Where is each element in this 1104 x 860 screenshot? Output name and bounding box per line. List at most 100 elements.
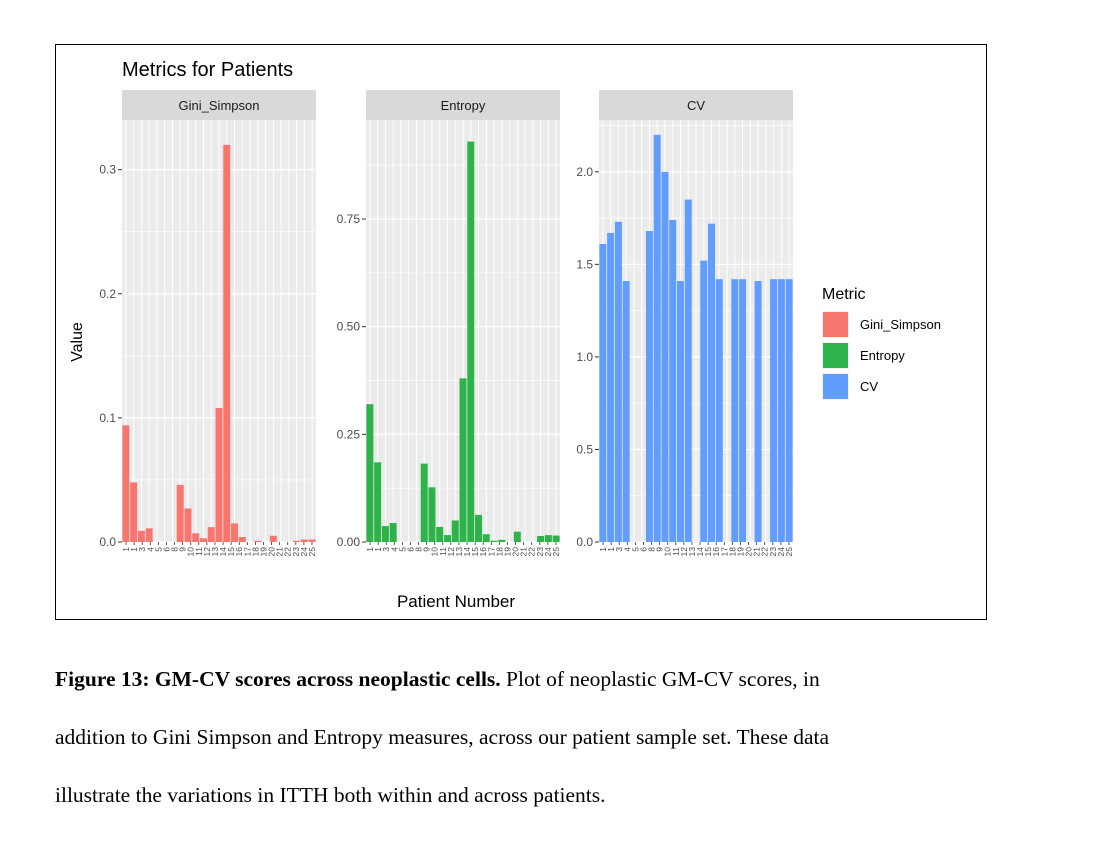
figure-caption: Figure 13: GM-CV scores across neoplasti… <box>55 664 1055 838</box>
facet-gini-simpson: Gini_Simpson0.00.10.20.31134568910111213… <box>99 90 317 556</box>
x-tick-label: 10 <box>663 547 673 557</box>
bar-gini-simpson-3 <box>137 530 145 542</box>
x-tick-label: 23 <box>291 547 301 557</box>
y-tick-label: 0.1 <box>99 411 116 425</box>
x-tick-label: 13 <box>210 547 220 557</box>
x-tick-label: 10 <box>186 547 196 557</box>
bar-cv-21 <box>754 281 762 542</box>
bar-gini-simpson-12 <box>207 527 215 542</box>
x-tick-label: 19 <box>258 547 268 557</box>
x-tick-label: 6 <box>161 547 171 552</box>
x-tick-label: 14 <box>695 547 705 557</box>
y-tick-label: 0.2 <box>99 287 116 301</box>
x-tick-label: 19 <box>735 547 745 557</box>
facet-cv: CV0.00.51.01.52.011345689101112131415161… <box>576 90 794 556</box>
legend-swatch <box>823 343 848 368</box>
bar-entropy-17 <box>490 540 498 542</box>
x-tick-label: 18 <box>727 547 737 557</box>
facet-strip <box>122 90 316 120</box>
x-tick-label: 5 <box>153 547 163 552</box>
x-tick-label: 5 <box>630 547 640 552</box>
y-tick-label: 0.00 <box>337 535 361 549</box>
x-tick-label: 24 <box>776 547 786 557</box>
bar-gini-simpson-20 <box>269 535 277 542</box>
x-tick-label: 12 <box>202 547 212 557</box>
x-tick-label: 21 <box>752 547 762 557</box>
figure-frame: Metrics for Patients Value Patient Numbe… <box>55 44 987 620</box>
x-tick-label: 1 <box>606 547 616 552</box>
legend: Metric Gini_Simpson Entropy CV <box>822 286 941 400</box>
x-tick-label: 20 <box>744 547 754 557</box>
x-tick-label: 22 <box>283 547 293 557</box>
bar-cv-25 <box>785 279 793 542</box>
x-tick-label: 17 <box>486 547 496 557</box>
caption-lead: Figure 13: GM-CV scores across neoplasti… <box>55 667 501 691</box>
x-tick-label: 13 <box>687 547 697 557</box>
facet-strip-label: CV <box>687 98 705 113</box>
x-tick-label: 22 <box>527 547 537 557</box>
x-tick-label: 20 <box>267 547 277 557</box>
legend-items: Gini_Simpson Entropy CV <box>822 311 941 400</box>
y-tick-label: 0.3 <box>99 163 116 177</box>
x-tick-label: 17 <box>719 547 729 557</box>
x-tick-label: 9 <box>178 547 188 552</box>
caption-line-1: Figure 13: GM-CV scores across neoplasti… <box>55 664 1055 694</box>
x-tick-label: 4 <box>622 547 632 552</box>
x-tick-label: 24 <box>543 547 553 557</box>
bar-cv-10 <box>669 219 677 542</box>
bar-cv-9 <box>661 171 669 542</box>
x-tick-label: 23 <box>535 547 545 557</box>
bar-entropy-18 <box>498 539 506 542</box>
bar-cv-7 <box>645 231 653 543</box>
bar-gini-simpson-23 <box>293 540 301 542</box>
bar-entropy-3 <box>381 526 389 542</box>
x-tick-label: 23 <box>768 547 778 557</box>
x-tick-label: 25 <box>784 547 794 557</box>
x-tick-label: 1 <box>121 547 131 552</box>
x-tick-label: 5 <box>397 547 407 552</box>
x-tick-label: 3 <box>381 547 391 552</box>
bar-entropy-9 <box>428 487 436 542</box>
x-tick-label: 15 <box>470 547 480 557</box>
legend-label: Entropy <box>860 348 905 363</box>
bar-gini-simpson-2 <box>130 482 138 542</box>
x-tick-label: 16 <box>478 547 488 557</box>
bar-gini-simpson-9 <box>184 508 192 542</box>
bar-cv-8 <box>653 134 661 542</box>
bar-cv-19 <box>739 279 747 542</box>
x-tick-label: 6 <box>405 547 415 552</box>
bar-gini-simpson-10 <box>192 533 200 542</box>
bar-entropy-20 <box>513 531 521 542</box>
x-tick-label: 1 <box>129 547 139 552</box>
bar-entropy-16 <box>482 534 490 542</box>
x-tick-label: 8 <box>414 547 424 552</box>
y-tick-label: 0.0 <box>576 535 593 549</box>
x-tick-label: 3 <box>137 547 147 552</box>
y-tick-label: 1.0 <box>576 350 593 364</box>
x-tick-label: 16 <box>711 547 721 557</box>
bar-gini-simpson-14 <box>223 144 231 542</box>
bar-entropy-8 <box>420 463 428 542</box>
x-tick-label: 1 <box>373 547 383 552</box>
x-axis-title: Patient Number <box>397 592 515 611</box>
x-tick-label: 8 <box>647 547 657 552</box>
facet-strip-label: Gini_Simpson <box>179 98 260 113</box>
x-tick-label: 9 <box>422 547 432 552</box>
facet-strip <box>599 90 793 120</box>
bar-entropy-14 <box>467 141 475 542</box>
x-tick-label: 19 <box>502 547 512 557</box>
facet-panels: Gini_Simpson0.00.10.20.31134568910111213… <box>99 90 794 556</box>
bar-entropy-11 <box>443 535 451 542</box>
x-tick-label: 12 <box>679 547 689 557</box>
bar-cv-18 <box>731 279 739 542</box>
y-axis-title: Value <box>69 322 86 362</box>
bar-cv-24 <box>777 279 785 542</box>
x-tick-label: 6 <box>638 547 648 552</box>
bar-cv-14 <box>700 260 708 542</box>
bar-gini-simpson-16 <box>238 537 246 542</box>
bar-entropy-12 <box>451 520 459 542</box>
x-tick-label: 1 <box>365 547 375 552</box>
x-tick-label: 18 <box>250 547 260 557</box>
chart-title: Metrics for Patients <box>122 59 293 81</box>
x-tick-label: 1 <box>598 547 608 552</box>
